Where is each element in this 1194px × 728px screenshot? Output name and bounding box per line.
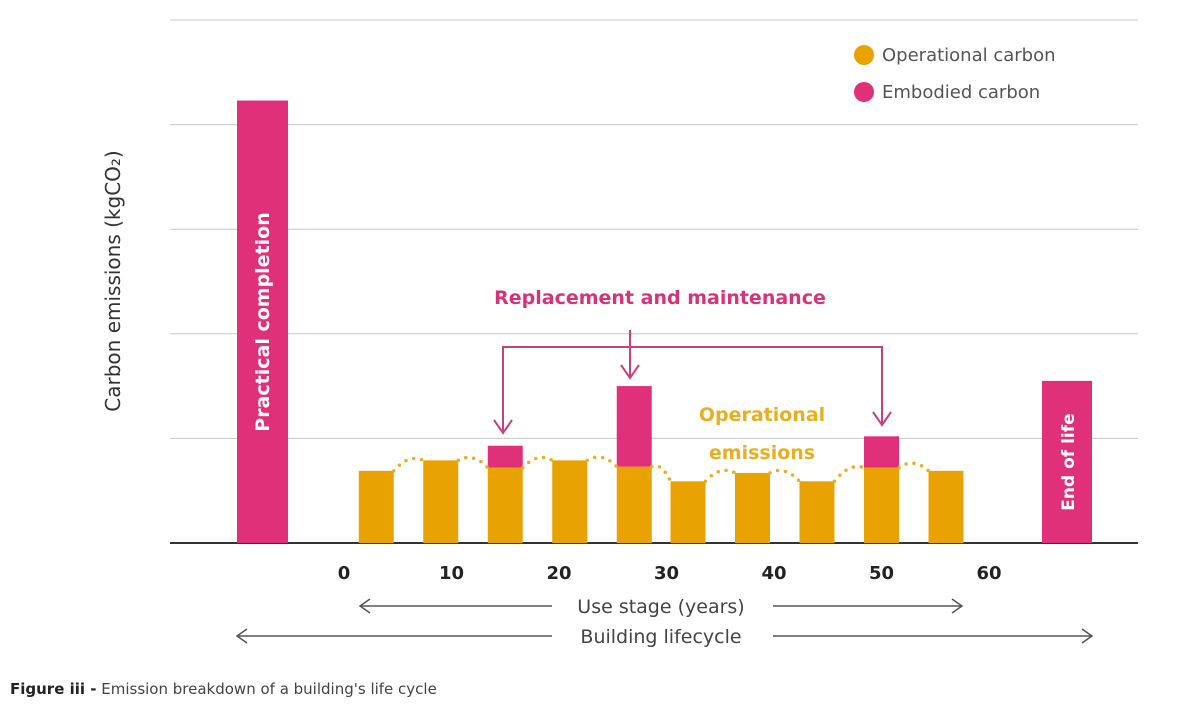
x-tick-label: 60 [976,563,1001,584]
legend-label-embodied: Embodied carbon [882,82,1040,103]
bars [237,100,1092,544]
bar-practical-completion [237,100,288,544]
use-stage-arrow [358,598,964,614]
bar-embodied [864,436,899,468]
bar-operational [423,460,459,543]
bar-operational [864,467,899,543]
bar-operational [358,470,394,543]
x-tick-label: 20 [546,563,571,584]
figure-caption: Figure iii - Emission breakdown of a bui… [10,680,437,698]
bar-operational [735,472,770,543]
caption-text: Emission breakdown of a building's life … [96,680,437,698]
operational-emissions-label-2: emissions [709,442,815,464]
building-lifecycle-arrow [235,628,1094,644]
y-axis-label: Carbon emissions (kgCO₂) [101,150,125,411]
bar-operational [616,466,652,543]
trend-dot-segment [392,456,425,473]
use-stage-label: Use stage (years) [577,596,744,618]
replacement-annotation [493,330,892,435]
x-tick-labels: 0 10 20 30 40 50 60 [338,563,1002,584]
bar-embodied [616,386,652,467]
bar-operational [799,481,835,543]
bar-end-of-life [1042,380,1092,543]
legend-label-operational: Operational carbon [882,45,1056,66]
building-lifecycle-label: Building lifecycle [580,626,741,648]
end-of-life-label: End of life [1059,413,1079,510]
x-tick-label: 10 [439,563,464,584]
trend-dot-segment [897,461,931,473]
trend-dot-segment [768,468,802,484]
operational-emissions-label-1: Operational [699,404,825,426]
bar-operational [552,460,588,543]
operational-trend-dotted-line [392,455,931,484]
legend: Operational carbon Embodied carbon [854,45,1056,103]
legend-marker-embodied [854,82,874,102]
bar-operational [670,481,706,543]
trend-dot-segment [521,455,554,470]
legend-marker-operational [854,45,874,65]
x-tick-label: 40 [761,563,786,584]
gridlines [170,19,1138,439]
trend-dot-segment [650,464,673,484]
caption-bold: Figure iii - [10,680,97,698]
x-tick-label: 30 [654,563,679,584]
x-tick-label: 50 [869,563,894,584]
replacement-label: Replacement and maintenance [494,287,826,309]
x-tick-label: 0 [338,563,351,584]
bar-embodied [487,445,523,468]
practical-completion-label: Practical completion [252,212,274,431]
bar-operational [928,470,964,543]
trend-dot-segment [456,455,490,470]
trend-dot-segment [585,455,619,469]
bar-operational [487,467,523,543]
trend-dot-segment [703,468,737,484]
trend-dot-segment [832,464,866,484]
